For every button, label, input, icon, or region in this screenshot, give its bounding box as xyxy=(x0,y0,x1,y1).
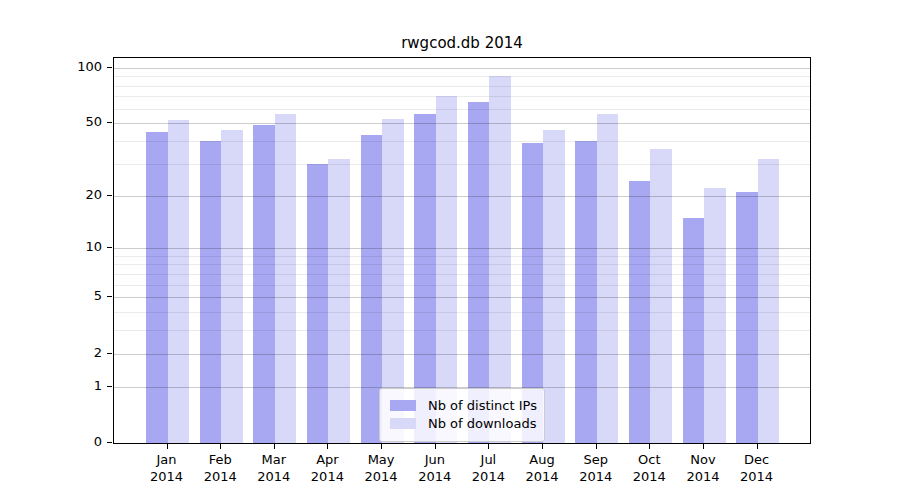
y-tick-mark xyxy=(107,67,112,68)
bar-jan-downloads xyxy=(168,120,190,443)
gridline-minor xyxy=(114,285,810,286)
gridline-major xyxy=(114,68,810,69)
y-tick-label: 20 xyxy=(0,187,102,203)
bar-dec-downloads xyxy=(758,159,780,443)
gridline-minor xyxy=(114,274,810,275)
bar-feb-distinct-ips xyxy=(200,141,222,443)
y-tick-mark xyxy=(107,353,112,354)
x-tick-mark xyxy=(435,444,436,449)
bar-nov-downloads xyxy=(704,188,726,443)
gridline-minor xyxy=(114,312,810,313)
legend-item-distinct-ips: Nb of distinct IPs xyxy=(390,398,534,413)
x-tick-mark xyxy=(596,444,597,449)
x-tick-mark xyxy=(488,444,489,449)
y-tick-mark xyxy=(107,296,112,297)
y-tick-label: 2 xyxy=(0,345,102,361)
legend: Nb of distinct IPs Nb of downloads xyxy=(379,388,545,442)
legend-swatch-distinct-ips xyxy=(390,400,416,411)
legend-swatch-downloads xyxy=(390,418,416,429)
x-tick-mark xyxy=(703,444,704,449)
x-tick-mark xyxy=(327,444,328,449)
chart-title: rwgcod.db 2014 xyxy=(113,34,811,52)
gridline-minor xyxy=(114,256,810,257)
gridline-minor xyxy=(114,109,810,110)
x-tick-mark xyxy=(649,444,650,449)
y-tick-label: 0 xyxy=(0,434,102,450)
gridline-minor xyxy=(114,330,810,331)
x-tick-mark xyxy=(542,444,543,449)
x-tick-label: Dec 2014 xyxy=(722,451,792,485)
y-tick-mark xyxy=(107,386,112,387)
y-tick-label: 100 xyxy=(0,59,102,75)
legend-item-downloads: Nb of downloads xyxy=(390,416,534,431)
gridline-minor xyxy=(114,76,810,77)
y-tick-mark xyxy=(107,442,112,443)
gridline-major xyxy=(114,123,810,124)
legend-label-downloads: Nb of downloads xyxy=(428,416,536,431)
y-tick-mark xyxy=(107,122,112,123)
y-tick-label: 10 xyxy=(0,239,102,255)
y-tick-mark xyxy=(107,247,112,248)
bar-apr-downloads xyxy=(328,159,350,443)
gridline-minor xyxy=(114,96,810,97)
gridline-major xyxy=(114,354,810,355)
y-tick-label: 1 xyxy=(0,378,102,394)
bar-feb-downloads xyxy=(221,130,243,443)
bar-sep-distinct-ips xyxy=(575,141,597,443)
gridline-minor xyxy=(114,141,810,142)
plot-area: Nb of distinct IPs Nb of downloads xyxy=(113,57,811,444)
bar-dec-distinct-ips xyxy=(736,192,758,443)
gridline-major xyxy=(114,196,810,197)
x-tick-mark xyxy=(757,444,758,449)
bar-jan-distinct-ips xyxy=(146,132,168,443)
gridline-minor xyxy=(114,86,810,87)
bar-aug-downloads xyxy=(543,130,565,443)
y-tick-label: 50 xyxy=(0,114,102,130)
bar-oct-downloads xyxy=(650,149,672,443)
figure: rwgcod.db 2014 Nb of distinct IPs Nb of … xyxy=(0,0,900,500)
gridline-major xyxy=(114,297,810,298)
legend-label-distinct-ips: Nb of distinct IPs xyxy=(428,398,537,413)
x-tick-mark xyxy=(274,444,275,449)
x-tick-mark xyxy=(167,444,168,449)
gridline-major xyxy=(114,248,810,249)
x-tick-mark xyxy=(220,444,221,449)
y-tick-label: 5 xyxy=(0,288,102,304)
y-tick-mark xyxy=(107,195,112,196)
bar-apr-distinct-ips xyxy=(307,164,329,443)
x-tick-mark xyxy=(381,444,382,449)
gridline-minor xyxy=(114,264,810,265)
gridline-minor xyxy=(114,164,810,165)
